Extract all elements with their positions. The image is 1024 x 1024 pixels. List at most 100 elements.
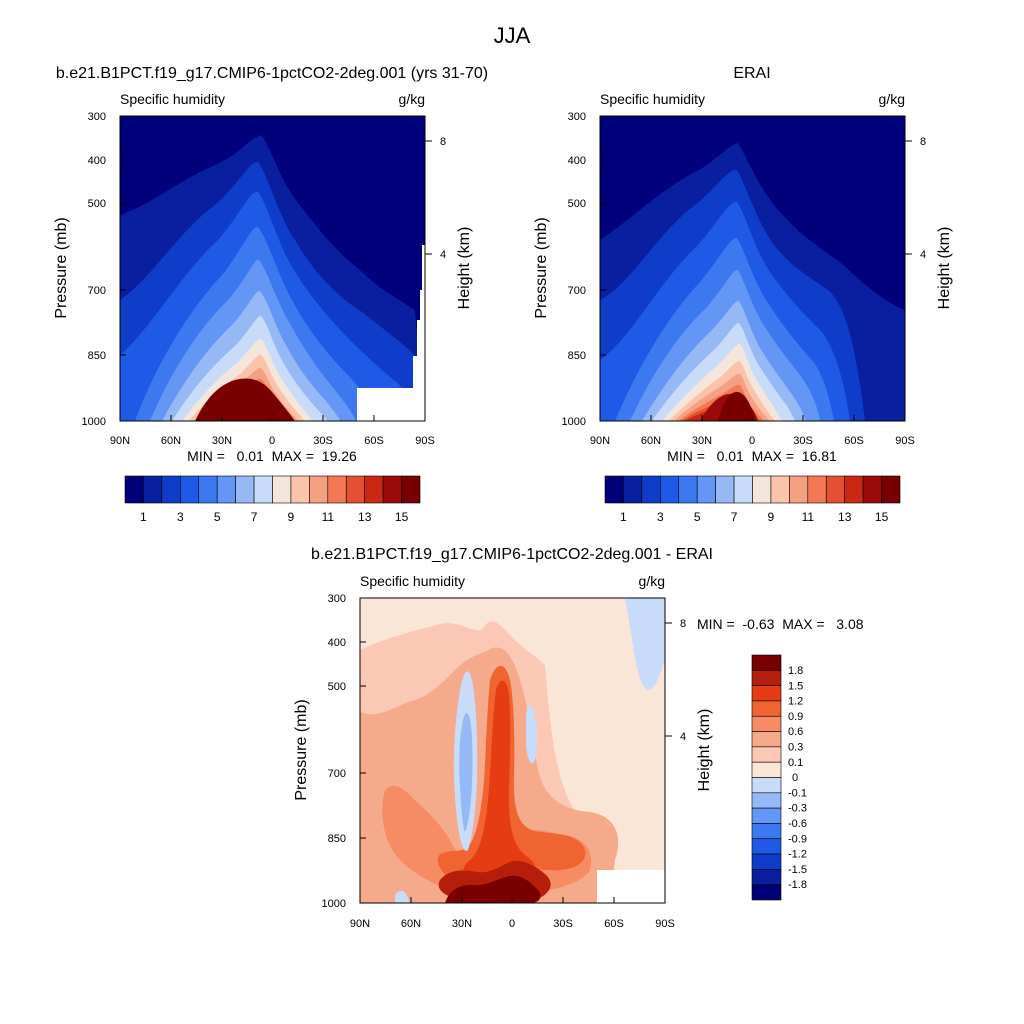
model-missing-data-mask	[357, 245, 425, 421]
colorbar-swatch	[751, 761, 782, 778]
panel-diff-y2label: Height (km)	[696, 709, 713, 792]
obs-contour-15	[718, 391, 756, 421]
panel-obs-contour-field	[600, 116, 905, 421]
colorbar-swatch	[678, 475, 698, 504]
panel-diff-xtick-marks	[359, 897, 666, 903]
panel-model-ytick-400: 400	[88, 155, 106, 167]
panel-obs-ylabel: Pressure (mb)	[533, 217, 550, 318]
panel-model-xtick-60s: 60S	[364, 435, 384, 447]
panel-diff-cbar-label-0.9: 0.9	[788, 711, 803, 723]
panel-diff-colorbar-labels: 1.8 1.5 1.2 0.9 0.6 0.3 0.1 0 -0.1 -0.3 …	[788, 665, 807, 891]
panel-diff-ytick-marks	[360, 597, 366, 904]
panel-model-x-axis: 90N 60N 30N 0 30S 60S 90S	[110, 415, 435, 447]
colorbar-swatch	[751, 869, 782, 885]
panel-diff-cbar-label-neg-0.1: -0.1	[788, 787, 807, 799]
colorbar-swatch	[253, 475, 273, 504]
panel-obs-cbar-label-13: 13	[838, 510, 852, 524]
colorbar-swatch	[789, 475, 809, 504]
panel-model-ytick-marks	[120, 115, 126, 422]
colorbar-swatch	[641, 475, 661, 504]
panel-obs-ytick-1000: 1000	[562, 416, 586, 428]
colorbar-swatch	[751, 700, 782, 717]
panel-obs-y2label: Height (km)	[936, 227, 953, 310]
colorbar-swatch	[143, 475, 163, 504]
panel-diff-cbar-label-0.3: 0.3	[788, 742, 803, 754]
panel-model: b.e21.B1PCT.f19_g17.CMIP6-1pctCO2-2deg.0…	[53, 65, 488, 524]
colorbar-swatch	[751, 884, 782, 901]
panel-model-cbar-label-5: 5	[214, 510, 221, 524]
panel-diff-cbar-label-neg-1.2: -1.2	[788, 849, 807, 861]
colorbar-swatch	[751, 807, 782, 824]
panel-diff-xtick-60n: 60N	[401, 918, 421, 930]
panel-model-cbar-label-7: 7	[251, 510, 258, 524]
panel-diff-cbar-label-1.2: 1.2	[788, 696, 803, 708]
panel-model-cbar-label-9: 9	[288, 510, 295, 524]
panel-obs-units: g/kg	[879, 91, 905, 107]
panel-diff-xtick-90n: 90N	[350, 918, 370, 930]
panel-obs-y2tick-marks	[905, 140, 912, 255]
panel-model-ytick-500: 500	[88, 198, 106, 210]
panel-obs-y2tick-4: 4	[920, 249, 926, 261]
panel-diff-ylabel: Pressure (mb)	[293, 699, 310, 800]
panel-diff-xtick-30n: 30N	[452, 918, 472, 930]
panel-model-ylabel: Pressure (mb)	[53, 217, 70, 318]
panel-obs-ytick-marks	[600, 115, 606, 422]
panel-diff-contour-field	[360, 598, 665, 903]
panel-obs-xtick-60s: 60S	[844, 435, 864, 447]
diff-contour-0.9	[437, 665, 586, 881]
panel-obs-ytick-400: 400	[568, 155, 586, 167]
colorbar-swatch	[309, 475, 329, 504]
panel-diff-xtick-0: 0	[509, 918, 515, 930]
panel-obs-cbar-label-9: 9	[768, 510, 775, 524]
panel-model-ytick-850: 850	[88, 350, 106, 362]
panel-obs-title: ERAI	[733, 65, 770, 82]
colorbar-swatch	[604, 475, 624, 504]
panel-diff-left-axis: 300 400 500 700 850 1000	[322, 593, 366, 910]
panel-diff-ytick-1000: 1000	[322, 898, 346, 910]
panel-obs-left-axis: 300 400 500 700 850 1000	[562, 111, 606, 428]
colorbar-swatch	[751, 731, 782, 748]
panel-obs-ytick-500: 500	[568, 198, 586, 210]
colorbar-swatch	[752, 475, 772, 504]
panel-diff-cbar-label-neg-0.3: -0.3	[788, 803, 807, 815]
colorbar-swatch	[327, 475, 347, 504]
panel-model-xtick-0: 0	[269, 435, 275, 447]
colorbar-swatch	[751, 838, 782, 855]
diff-contour-neg-0.1-d	[395, 890, 410, 903]
panel-model-cbar-label-3: 3	[177, 510, 184, 524]
panel-model-ytick-1000: 1000	[82, 416, 106, 428]
panel-obs-xtick-30n: 30N	[692, 435, 712, 447]
colorbar-swatch	[825, 475, 845, 504]
panel-obs-cbar-label-3: 3	[657, 510, 664, 524]
colorbar-swatch	[751, 685, 782, 702]
panel-diff-ytick-400: 400	[328, 637, 346, 649]
colorbar-swatch	[751, 823, 782, 840]
colorbar-swatch	[751, 777, 782, 794]
panel-model-ytick-700: 700	[88, 285, 106, 297]
panel-diff-left-label: Specific humidity	[360, 573, 465, 589]
panel-diff-cbar-label-neg-1.8: -1.8	[788, 879, 807, 891]
panel-obs-ytick-700: 700	[568, 285, 586, 297]
panel-diff-xtick-30s: 30S	[553, 918, 573, 930]
panel-diff-cbar-label-neg-1.5: -1.5	[788, 864, 807, 876]
diff-contour-neg-0.1-b	[526, 705, 538, 764]
panel-model-cbar-label-1: 1	[140, 510, 147, 524]
panel-model-xtick-90s: 90S	[415, 435, 435, 447]
panel-diff-cbar-label-0: 0	[792, 772, 798, 784]
panel-obs: ERAI Specific humidity g/kg 300 400 500	[533, 65, 953, 524]
panel-diff-x-axis: 90N 60N 30N 0 30S 60S 90S	[350, 897, 675, 930]
colorbar-swatch	[382, 475, 402, 504]
colorbar-swatch	[751, 670, 782, 686]
colorbar-swatch	[881, 475, 901, 504]
diff-contour-1.8	[445, 875, 541, 903]
panel-model-left-label: Specific humidity	[120, 91, 225, 107]
panel-diff-cbar-label-1.8: 1.8	[788, 665, 803, 677]
panel-obs-cbar-label-11: 11	[802, 510, 815, 524]
panel-model-xtick-30s: 30S	[313, 435, 333, 447]
panel-obs-left-label: Specific humidity	[600, 91, 705, 107]
colorbar-swatch	[401, 475, 421, 504]
colorbar-swatch	[733, 475, 753, 504]
panel-diff-right-axis: 8 4	[665, 618, 686, 743]
panel-model-cbar-label-13: 13	[358, 510, 372, 524]
panel-obs-ytick-300: 300	[568, 111, 586, 123]
